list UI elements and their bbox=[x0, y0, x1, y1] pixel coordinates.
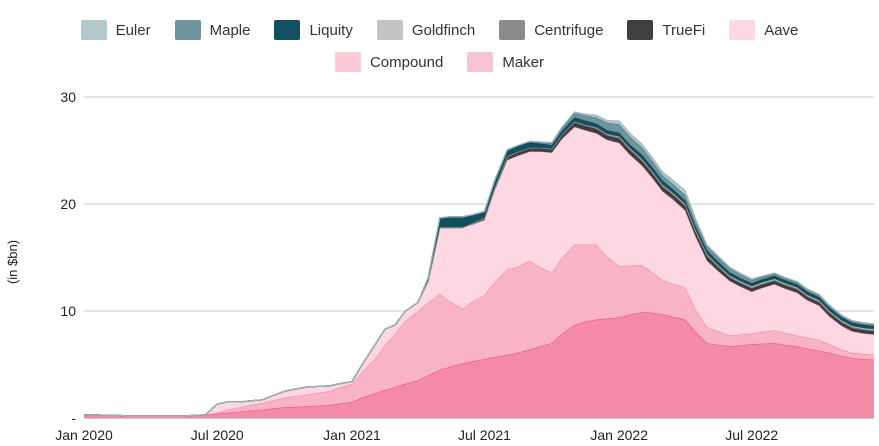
legend-swatch-aave bbox=[729, 20, 756, 40]
legend-swatch-centrifuge bbox=[499, 20, 526, 40]
legend-label-centrifuge: Centrifuge bbox=[534, 21, 604, 39]
legend-item-compound[interactable]: Compound bbox=[334, 52, 444, 72]
x-tick-label: Jan 2022 bbox=[590, 427, 648, 443]
legend-label-goldfinch: Goldfinch bbox=[411, 21, 476, 39]
area-series bbox=[84, 111, 875, 418]
x-tick-label: Jan 2020 bbox=[55, 427, 113, 443]
legend-item-euler[interactable]: Euler bbox=[80, 20, 151, 40]
legend-label-compound: Compound bbox=[369, 53, 444, 71]
legend-swatch-liquity bbox=[274, 20, 301, 40]
legend-item-maple[interactable]: Maple bbox=[174, 20, 251, 40]
legend-swatch-compound bbox=[334, 52, 361, 72]
legend-row-2: Compound Maker bbox=[0, 46, 879, 78]
legend-item-aave[interactable]: Aave bbox=[729, 20, 798, 40]
legend-item-liquity[interactable]: Liquity bbox=[274, 20, 353, 40]
legend-swatch-maker bbox=[467, 52, 494, 72]
legend-label-liquity: Liquity bbox=[309, 21, 353, 39]
area-aave bbox=[84, 126, 874, 416]
legend-label-aave: Aave bbox=[764, 21, 799, 39]
x-tick-label: Jul 2022 bbox=[725, 427, 778, 443]
line-euler bbox=[84, 111, 875, 417]
legend-label-maple: Maple bbox=[209, 21, 251, 39]
chart-legend: Euler Maple Liquity Goldfinch Centrifuge… bbox=[0, 14, 879, 78]
legend-item-centrifuge[interactable]: Centrifuge bbox=[499, 20, 603, 40]
legend-item-truefi[interactable]: TrueFi bbox=[627, 20, 705, 40]
y-axis-ticks: - 10 20 30 bbox=[60, 89, 76, 426]
area-compound bbox=[84, 244, 874, 416]
x-tick-label: Jul 2021 bbox=[458, 427, 511, 443]
y-axis-label: (in $bn) bbox=[5, 240, 20, 284]
x-tick-label: Jul 2020 bbox=[191, 427, 244, 443]
legend-swatch-truefi bbox=[627, 20, 654, 40]
legend-item-goldfinch[interactable]: Goldfinch bbox=[376, 20, 476, 40]
legend-row-1: Euler Maple Liquity Goldfinch Centrifuge… bbox=[0, 14, 879, 46]
legend-swatch-euler bbox=[80, 20, 107, 40]
legend-label-euler: Euler bbox=[115, 21, 151, 39]
x-tick-label: Jan 2021 bbox=[323, 427, 381, 443]
y-tick-label: 10 bbox=[60, 303, 76, 319]
line-maker bbox=[84, 311, 875, 417]
y-tick-label: 20 bbox=[60, 196, 76, 212]
area-maple bbox=[84, 113, 874, 416]
y-tick-label: - bbox=[71, 410, 76, 426]
legend-label-truefi: TrueFi bbox=[662, 21, 706, 39]
legend-item-maker[interactable]: Maker bbox=[467, 52, 544, 72]
x-axis-ticks: Jan 2020 Jul 2020 Jan 2021 Jul 2021 Jan 2022… bbox=[55, 427, 778, 443]
legend-label-maker: Maker bbox=[502, 53, 545, 71]
legend-swatch-maple bbox=[174, 20, 201, 40]
y-tick-label: 30 bbox=[60, 89, 76, 105]
legend-swatch-goldfinch bbox=[376, 20, 403, 40]
area-maker bbox=[84, 312, 874, 418]
